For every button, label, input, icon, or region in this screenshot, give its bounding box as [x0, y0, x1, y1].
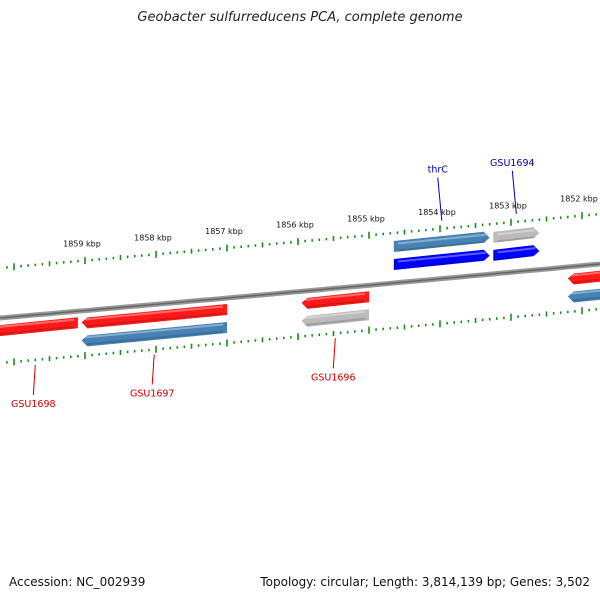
gene-highlight — [85, 305, 224, 321]
gene-shadow — [305, 317, 366, 326]
gene-highlight — [85, 323, 224, 339]
scale-label: 1857 kbp — [205, 227, 243, 236]
gene-label-leader — [332, 338, 336, 369]
genome-summary-text: Topology: circular; Length: 3,814,139 bp… — [260, 575, 590, 589]
scale-label: 1858 kbp — [134, 233, 172, 242]
gene-shadow — [497, 254, 536, 261]
gene-label-leader — [151, 354, 155, 385]
gene-arrow — [81, 304, 227, 329]
gene-features — [0, 227, 600, 347]
scale-label: 1859 kbp — [63, 240, 101, 249]
gene-highlight — [305, 310, 366, 319]
gene-highlight — [497, 247, 536, 254]
gene-shadow — [397, 258, 486, 270]
gene-shadow — [305, 299, 366, 308]
gene-label: GSU1696 — [311, 372, 356, 383]
gene-arrow — [0, 317, 78, 337]
gene-highlight — [397, 251, 486, 263]
accession-text: Accession: NC_002939 — [9, 575, 146, 589]
gene-arrow — [393, 249, 490, 270]
genome-backbone — [0, 261, 600, 321]
scale-label: 1852 kbp — [560, 195, 598, 204]
gene-label-leader — [32, 364, 36, 395]
gene-highlight — [305, 292, 366, 301]
map-title: Geobacter sulfurreducens PCA, complete g… — [137, 10, 463, 25]
gene-label-leader — [511, 170, 517, 214]
gene-arrow — [493, 227, 540, 243]
gene-shadow — [397, 240, 486, 252]
gene-arrow — [301, 291, 369, 309]
gene-highlight — [571, 289, 600, 295]
gene-label: thrC — [428, 165, 449, 176]
gene-highlight — [0, 318, 74, 328]
gene-shadow — [85, 330, 224, 346]
gene-highlight — [397, 233, 486, 245]
gene-label: GSU1698 — [11, 399, 56, 410]
gene-shadow — [497, 236, 536, 243]
scale-label: 1856 kbp — [276, 221, 314, 230]
gene-arrow — [567, 270, 600, 285]
gene-label: GSU1694 — [490, 158, 535, 169]
scale-labels: 1859 kbp 1858 kbp 1857 kbp 1856 kbp 1855 kbp… — [63, 195, 598, 249]
scale-label: 1854 kbp — [418, 208, 456, 217]
upper-scale-ticks — [6, 212, 598, 271]
gene-arrow — [81, 322, 227, 347]
gene-label: GSU1697 — [130, 389, 175, 400]
gene-arrow — [393, 231, 490, 252]
lower-scale-ticks — [6, 307, 598, 366]
scale-label: 1853 kbp — [489, 201, 527, 210]
gene-shadow — [0, 325, 74, 335]
gene-shadow — [85, 312, 224, 328]
gene-arrow — [567, 288, 600, 303]
gene-arrow — [493, 245, 540, 261]
gene-shadow — [571, 278, 600, 284]
gene-label-leader — [437, 177, 443, 221]
gene-highlight — [497, 229, 536, 236]
gene-highlight — [571, 271, 600, 277]
backbone-inner — [0, 263, 600, 319]
gene-arrow — [301, 309, 369, 327]
scale-label: 1855 kbp — [347, 214, 385, 223]
gene-shadow — [571, 296, 600, 302]
gene-labels: GSU1698 GSU1697 GSU1696 thrC GSU1694 — [11, 158, 535, 410]
